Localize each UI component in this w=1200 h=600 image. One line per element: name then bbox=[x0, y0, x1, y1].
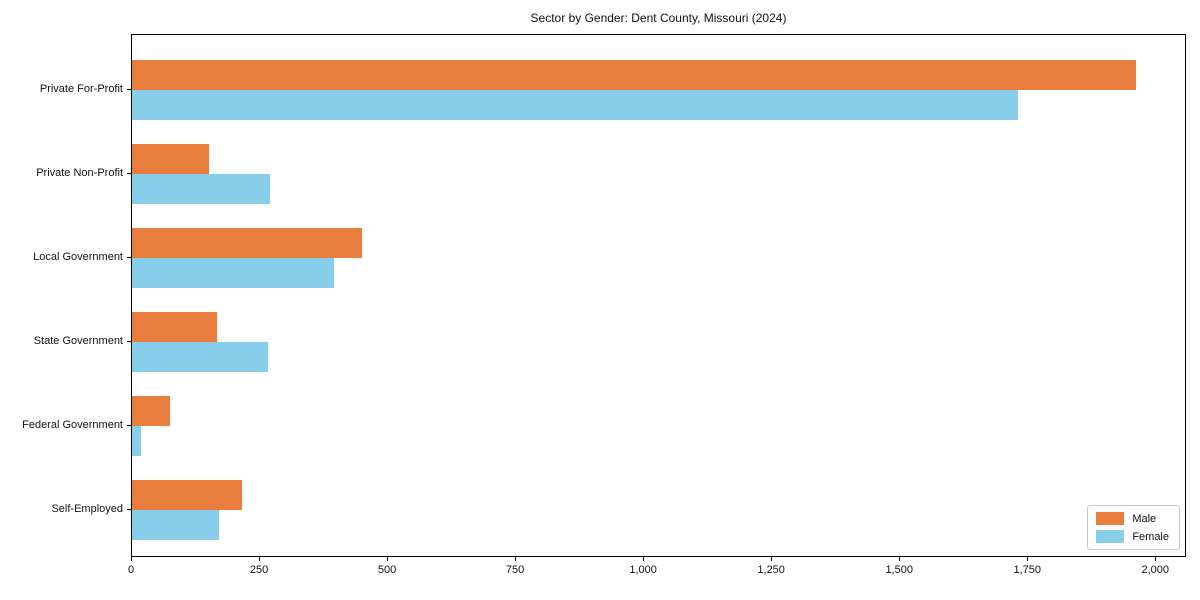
xtick-label-1,750: 1,750 bbox=[1013, 564, 1041, 576]
xtick-label-0: 0 bbox=[127, 564, 135, 576]
ytick-label-state-government: State Government bbox=[33, 335, 123, 347]
ytick-label-self-employed: Self-Employed bbox=[51, 503, 123, 515]
bar-female-private-non-profit bbox=[132, 174, 271, 204]
ytick-mark bbox=[127, 257, 131, 258]
bar-female-local-government bbox=[132, 258, 335, 288]
legend-swatch-male bbox=[1096, 512, 1125, 525]
xtick-label-2,000: 2,000 bbox=[1141, 564, 1170, 576]
ytick-label-private-non-profit: Private Non-Profit bbox=[36, 167, 123, 179]
xtick-mark bbox=[515, 557, 517, 561]
xtick-mark bbox=[1155, 557, 1157, 561]
xtick-mark bbox=[771, 557, 773, 561]
bar-female-private-for-profit bbox=[132, 90, 1018, 120]
ytick-mark bbox=[127, 89, 131, 90]
xtick-label-500: 500 bbox=[377, 564, 397, 576]
xtick-label-250: 250 bbox=[249, 564, 269, 576]
xtick-label-1,250: 1,250 bbox=[757, 564, 785, 576]
ytick-mark bbox=[127, 425, 131, 426]
bar-male-state-government bbox=[132, 312, 217, 342]
bar-male-local-government bbox=[132, 228, 363, 258]
xtick-mark bbox=[643, 557, 645, 561]
legend-label-female: Female bbox=[1132, 530, 1169, 543]
legend-label-male: Male bbox=[1132, 512, 1157, 525]
legend: Male Female bbox=[1087, 505, 1180, 550]
bar-female-self-employed bbox=[132, 510, 220, 540]
chart-title: Sector by Gender: Dent County, Missouri … bbox=[530, 11, 787, 25]
bar-female-federal-government bbox=[132, 426, 141, 456]
xtick-mark bbox=[131, 557, 132, 561]
xtick-label-750: 750 bbox=[505, 564, 525, 576]
xtick-label-1,500: 1,500 bbox=[885, 564, 913, 576]
legend-swatch-female bbox=[1096, 530, 1125, 543]
legend-item-male: Male bbox=[1096, 512, 1169, 525]
bar-male-federal-government bbox=[132, 396, 170, 426]
ytick-mark bbox=[127, 341, 131, 342]
ytick-mark bbox=[127, 509, 131, 510]
ytick-label-private-for-profit: Private For-Profit bbox=[39, 83, 123, 95]
ytick-mark bbox=[127, 173, 131, 174]
ytick-label-local-government: Local Government bbox=[33, 251, 123, 263]
xtick-mark bbox=[899, 557, 901, 561]
xtick-mark bbox=[1027, 557, 1029, 561]
bar-male-private-for-profit bbox=[132, 60, 1136, 90]
plot-area: Male Female bbox=[131, 34, 1186, 557]
xtick-mark bbox=[259, 557, 261, 561]
legend-item-female: Female bbox=[1096, 530, 1169, 543]
xtick-mark bbox=[387, 557, 389, 561]
bar-male-private-non-profit bbox=[132, 144, 209, 174]
xtick-label-1,000: 1,000 bbox=[629, 564, 657, 576]
bar-female-state-government bbox=[132, 342, 268, 372]
ytick-label-federal-government: Federal Government bbox=[22, 419, 123, 431]
bar-male-self-employed bbox=[132, 480, 243, 510]
